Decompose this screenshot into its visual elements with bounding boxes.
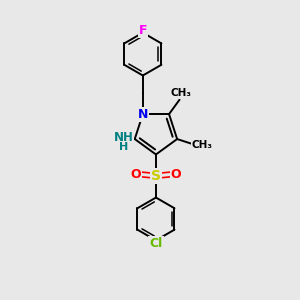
Text: S: S	[151, 169, 161, 183]
Text: N: N	[138, 108, 148, 121]
Text: H: H	[119, 142, 128, 152]
Text: Cl: Cl	[149, 237, 163, 250]
Text: O: O	[131, 168, 141, 181]
Text: CH₃: CH₃	[192, 140, 213, 150]
Text: O: O	[170, 168, 181, 181]
Text: NH: NH	[113, 131, 134, 144]
Text: CH₃: CH₃	[170, 88, 191, 98]
Text: F: F	[139, 24, 147, 37]
